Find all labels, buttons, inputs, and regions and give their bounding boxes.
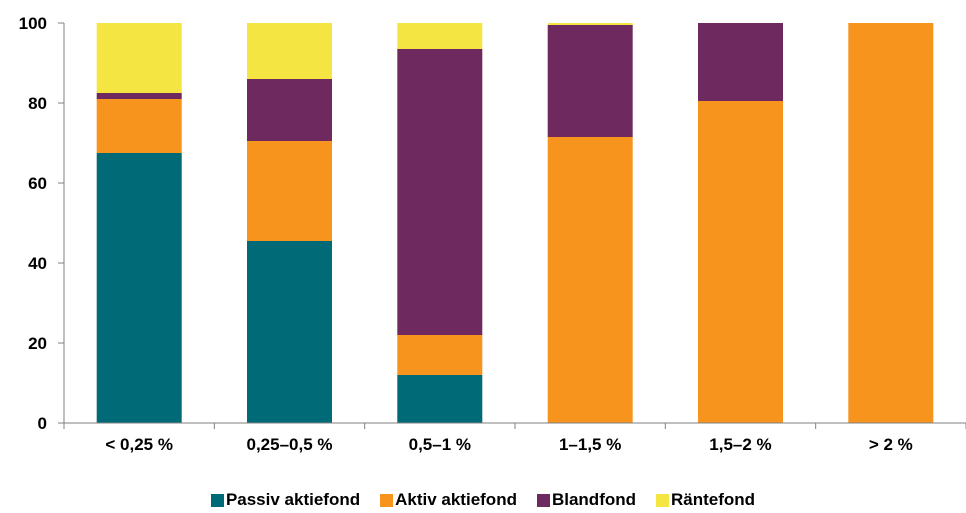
legend-item: Blandfond [536, 490, 637, 510]
x-tick-labels: < 0,25 % 0,25–0,5 % 0,5–1 % 1–1,5 % 1,5–2 % >… [105, 435, 912, 454]
x-tick-label: 1,5–2 % [709, 435, 771, 454]
y-tick-label: 80 [28, 94, 47, 113]
y-tick-label: 60 [28, 174, 47, 193]
bars-layer [96, 23, 934, 423]
bar-segment-3-r-ntefond [397, 23, 483, 49]
legend-swatch [380, 493, 394, 507]
bar-segment-3-passiv-aktiefond [397, 375, 483, 423]
bar-segment-3-aktiv-aktiefond [397, 335, 483, 375]
bar-segment-1-r-ntefond [96, 23, 182, 93]
bar-segment-4-aktiv-aktiefond [547, 137, 633, 423]
legend-item: Aktiv aktiefond [380, 490, 517, 510]
bar-segment-3-blandfond [397, 49, 483, 335]
bar-segment-1-aktiv-aktiefond [96, 99, 182, 153]
y-tick-label: 20 [28, 334, 47, 353]
y-tick-label: 40 [28, 254, 47, 273]
bar-segment-5-aktiv-aktiefond [698, 101, 783, 423]
legend-label: Blandfond [551, 490, 637, 509]
bar-segment-2-passiv-aktiefond [247, 241, 332, 423]
legend: Passiv aktiefond Aktiv aktiefond Blandfond… [0, 490, 966, 510]
x-tick-label: 0,5–1 % [409, 435, 471, 454]
bar-segment-4-r-ntefond [547, 23, 633, 25]
bar-segment-1-blandfond [96, 93, 182, 99]
axes-layer [58, 22, 966, 429]
legend-swatch [656, 493, 670, 507]
y-tick-labels: 0 20 40 60 80 100 [19, 14, 47, 433]
legend-swatch [536, 493, 550, 507]
stacked-bar-chart: 0 20 40 60 80 100 < 0,25 % 0,25–0,5 % 0,5–1 % 1–… [19, 14, 966, 454]
bar-segment-2-blandfond [247, 79, 332, 141]
legend-swatch [210, 493, 224, 507]
bar-segment-5-blandfond [698, 23, 783, 101]
y-tick-label: 100 [19, 14, 47, 33]
x-tick-label: < 0,25 % [105, 435, 173, 454]
legend-label: Räntefond [671, 490, 756, 509]
bar-segment-2-r-ntefond [247, 23, 332, 79]
legend-label: Passiv aktiefond [225, 490, 361, 509]
x-tick-label: > 2 % [869, 435, 913, 454]
y-tick-label: 0 [38, 414, 47, 433]
bar-segment-4-blandfond [547, 25, 633, 137]
bar-segment-2-aktiv-aktiefond [247, 141, 332, 241]
bar-segment-1-passiv-aktiefond [96, 153, 182, 423]
x-tick-label: 1–1,5 % [559, 435, 621, 454]
legend-item: Räntefond [656, 490, 755, 510]
legend-item: Passiv aktiefond [210, 490, 361, 510]
x-tick-label: 0,25–0,5 % [246, 435, 332, 454]
bar-segment-6-aktiv-aktiefond [848, 23, 934, 423]
legend-label: Aktiv aktiefond [395, 490, 517, 509]
